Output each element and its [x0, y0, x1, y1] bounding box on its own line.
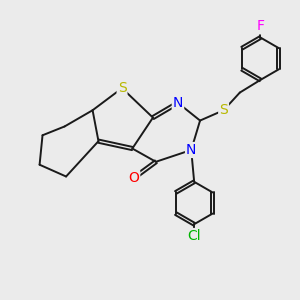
- Text: F: F: [256, 19, 264, 33]
- Text: Cl: Cl: [188, 229, 201, 243]
- Text: N: N: [186, 143, 196, 157]
- Text: O: O: [128, 171, 139, 185]
- Text: S: S: [219, 103, 228, 117]
- Text: N: N: [173, 96, 183, 110]
- Text: S: S: [118, 81, 126, 95]
